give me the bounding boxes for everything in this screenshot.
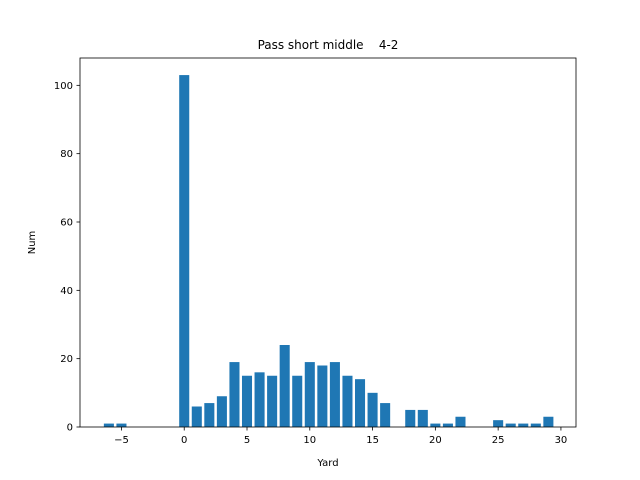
bar-x-11 bbox=[317, 365, 328, 427]
bar-x-9 bbox=[292, 375, 303, 427]
y-tick-label: 60 bbox=[60, 218, 73, 229]
chart-title: Pass short middle 4-2 bbox=[258, 38, 399, 52]
bars-group bbox=[103, 75, 554, 427]
x-tick-label: 10 bbox=[303, 435, 316, 446]
bar-x-20 bbox=[430, 423, 441, 427]
bar-x-16 bbox=[380, 403, 391, 427]
x-axis-ticks: −5 0 5 10 15 20 25 30 bbox=[114, 427, 567, 446]
bar-x-18 bbox=[405, 409, 416, 427]
bar-x-1 bbox=[191, 406, 202, 427]
bar-x-7 bbox=[267, 375, 278, 427]
x-tick-label: 0 bbox=[181, 435, 187, 446]
y-tick-label: 0 bbox=[67, 423, 73, 434]
bar-x-5 bbox=[241, 375, 253, 427]
y-axis-ticks: 0 20 40 60 80 100 bbox=[54, 81, 80, 434]
bar-x-28 bbox=[530, 423, 541, 427]
bar-x-8 bbox=[279, 345, 290, 427]
bar-x-2 bbox=[204, 403, 215, 427]
x-axis-label: Yard bbox=[316, 458, 338, 469]
bar-x-22 bbox=[455, 416, 466, 427]
y-tick-label: 40 bbox=[60, 286, 73, 297]
y-axis-label: Num bbox=[27, 231, 38, 255]
y-tick-label: 80 bbox=[60, 149, 73, 160]
bar-x--6 bbox=[103, 423, 114, 427]
bar-x-27 bbox=[518, 423, 529, 427]
x-tick-label: 5 bbox=[244, 435, 250, 446]
x-tick-label: −5 bbox=[114, 435, 129, 446]
bar-x-15 bbox=[367, 392, 378, 427]
x-tick-label: 15 bbox=[366, 435, 379, 446]
bar-x-13 bbox=[342, 375, 353, 427]
bar-x-10 bbox=[304, 362, 315, 427]
bar-x-21 bbox=[442, 423, 453, 427]
plot-frame bbox=[79, 57, 577, 428]
bar-x-19 bbox=[417, 409, 428, 427]
x-tick-label: 30 bbox=[555, 435, 568, 446]
x-tick-label: 25 bbox=[492, 435, 505, 446]
y-tick-label: 20 bbox=[60, 354, 73, 365]
bar-x-4 bbox=[229, 362, 240, 427]
x-tick-label: 20 bbox=[429, 435, 442, 446]
bar-x-25 bbox=[493, 420, 504, 427]
bar-x-12 bbox=[329, 362, 340, 427]
bar-x-29 bbox=[543, 416, 554, 427]
bar-x-26 bbox=[505, 423, 516, 427]
y-tick-label: 100 bbox=[54, 81, 73, 92]
bar-x-14 bbox=[355, 379, 366, 427]
bar-x--5 bbox=[116, 423, 127, 427]
bar-x-6 bbox=[254, 372, 265, 427]
bar-x-3 bbox=[216, 396, 227, 427]
bar-x-0 bbox=[179, 75, 190, 427]
